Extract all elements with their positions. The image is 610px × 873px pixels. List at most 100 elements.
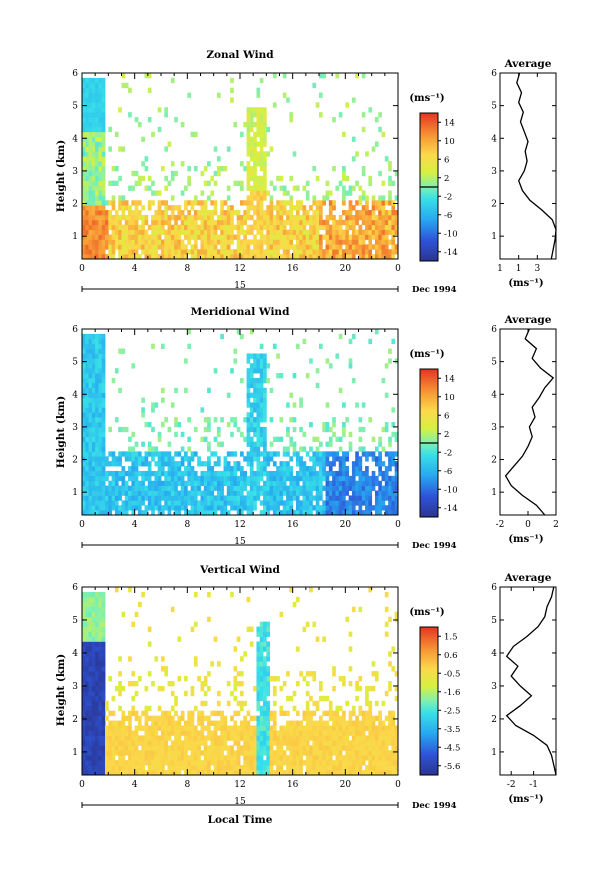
heatmap-cell [85, 725, 89, 731]
heatmap-cell [141, 175, 145, 182]
heatmap-cell [207, 219, 211, 226]
heatmap-cell [240, 765, 244, 771]
heatmap-cell [213, 461, 218, 467]
heatmap-cell [91, 690, 96, 697]
heatmap-cell [345, 500, 350, 506]
heatmap-cell [246, 750, 251, 756]
heatmap-cell [82, 107, 86, 113]
heatmap-cell [85, 387, 89, 394]
heatmap-cell [167, 249, 172, 255]
heatmap-cell [332, 740, 336, 746]
heatmap-cell [170, 505, 175, 511]
heatmap-cell [114, 219, 119, 226]
heatmap-cell [253, 358, 257, 364]
heatmap-cell [82, 750, 86, 756]
heatmap-cell [95, 601, 99, 608]
heatmap-cell [309, 224, 313, 231]
heatmap-cell [246, 117, 251, 123]
colorbar-tick-label: 14 [444, 118, 455, 128]
heatmap-cell [141, 161, 145, 167]
heatmap-cell [394, 750, 399, 756]
heatmap-cell [388, 510, 392, 516]
heatmap-cell [246, 490, 251, 496]
heatmap-cell [315, 720, 320, 726]
heatmap-cell [85, 720, 89, 726]
heatmap-cell [233, 358, 238, 364]
heatmap-cell [98, 422, 103, 428]
heatmap-cell [226, 224, 231, 231]
colorbar-gradient [419, 626, 439, 776]
heatmap-cell [114, 244, 119, 250]
heatmap-cell [246, 451, 251, 457]
heatmap-cell [91, 485, 96, 491]
heatmap-cell [246, 373, 251, 379]
heatmap-cell [342, 456, 346, 462]
heatmap-cell [345, 480, 350, 487]
heatmap-cell [147, 200, 152, 206]
heatmap-cell [98, 146, 103, 152]
heatmap-cell [180, 490, 185, 496]
heatmap-cell [95, 141, 99, 147]
heatmap-cell [197, 234, 201, 240]
heatmap-cell [101, 185, 106, 191]
heatmap-cell [355, 745, 359, 751]
heatmap-cell [286, 210, 290, 216]
heatmap-cell [342, 681, 346, 687]
heatmap-cell [203, 760, 208, 766]
heatmap-cell [358, 461, 363, 467]
heatmap-cell [187, 735, 192, 741]
heatmap-cell [256, 715, 261, 721]
heatmap-cell [170, 495, 175, 501]
heatmap-cell [378, 720, 382, 726]
heatmap-cell [161, 510, 165, 516]
heatmap-cell [203, 510, 208, 516]
heatmap-cell [319, 461, 323, 467]
heatmap-cell [236, 249, 241, 255]
heatmap-cell [319, 510, 323, 516]
heatmap-cell [88, 446, 93, 452]
heatmap-cell [371, 730, 376, 736]
heatmap-cell [141, 249, 145, 255]
heatmap-cell [358, 234, 363, 240]
heatmap-cell [282, 229, 287, 235]
heatmap-cell [391, 715, 396, 721]
profile-frame [499, 72, 557, 260]
heatmap-cell [381, 229, 386, 235]
heatmap-cell [355, 760, 359, 766]
heatmap-cell [154, 224, 159, 231]
heatmap-cell [161, 244, 165, 250]
heatmap-cell [351, 229, 356, 235]
heatmap-cell [118, 387, 122, 394]
heatmap-cell [151, 426, 155, 433]
heatmap-cell [365, 495, 369, 501]
heatmap-cell [95, 466, 99, 472]
heatmap-cell [207, 730, 211, 736]
heatmap-cell [230, 229, 234, 235]
heatmap-cell [154, 715, 159, 721]
heatmap-cell [371, 244, 376, 250]
heatmap-cell [207, 770, 211, 776]
heatmap-cell [259, 175, 264, 182]
heatmap-cell [213, 200, 218, 206]
heatmap-cell [259, 661, 264, 667]
heatmap-cell [266, 485, 271, 491]
heatmap-cell [249, 770, 254, 776]
heatmap-cell [177, 755, 182, 761]
heatmap-cell [118, 426, 122, 433]
heatmap-cell [279, 490, 284, 496]
heatmap-cell [108, 720, 113, 726]
heatmap-cell [384, 715, 389, 721]
heatmap-cell [269, 387, 274, 394]
heatmap-cell [121, 715, 126, 721]
heatmap-cell [85, 700, 89, 707]
heatmap-cell [151, 715, 155, 721]
heatmap-cell [213, 765, 218, 771]
heatmap-cell [256, 87, 261, 93]
heatmap-cell [266, 214, 271, 221]
heatmap-cell [305, 190, 310, 196]
heatmap-cell [101, 126, 106, 133]
heatmap-cell [240, 485, 244, 491]
heatmap-cell [128, 249, 132, 255]
heatmap-cell [111, 254, 116, 260]
